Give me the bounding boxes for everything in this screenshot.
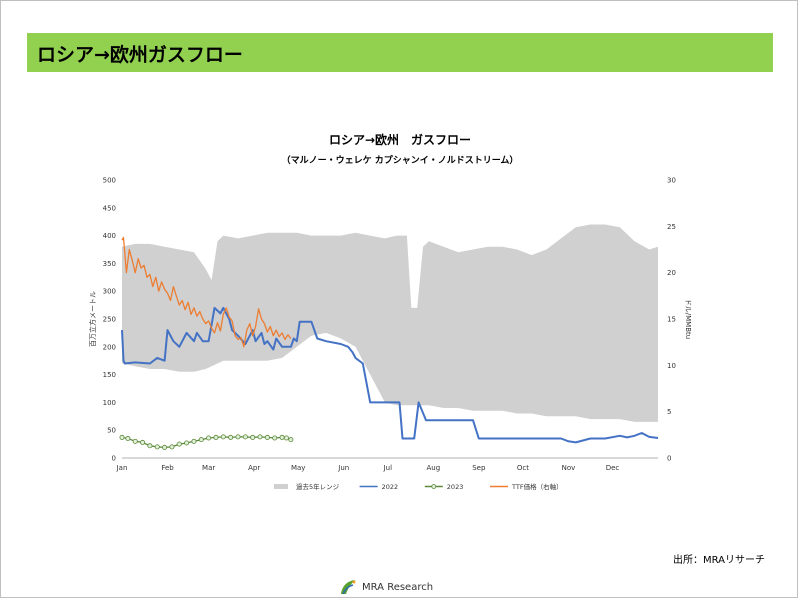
y2-tick-label: 15 [667,316,676,324]
series-point-2023 [213,434,219,440]
source-note: 出所：MRAリサーチ [672,555,765,566]
x-tick-label: Sep [472,464,486,472]
series-point-2023 [169,444,175,450]
series-point-2023 [235,434,241,440]
series-point-2023 [250,434,256,440]
y2-tick-label: 5 [667,408,671,416]
y-tick-label: 250 [103,316,116,324]
x-tick-label: Apr [248,464,260,472]
series-point-2023 [242,434,248,440]
y-tick-label: 50 [107,427,116,435]
chart-subtitle: （マルノー・ウェレケ カプシャンイ・ノルドストリーム） [281,156,519,166]
y2-tick-label: 0 [667,455,671,463]
series-line-TTF価格（右軸） [121,236,292,348]
mra-logo: MRA Research [338,578,433,596]
series-point-2023 [288,437,294,443]
y-tick-label: 100 [103,399,116,407]
y2-tick-label: 20 [667,269,676,277]
y-tick-label: 400 [103,232,116,240]
y2-tick-label: 30 [667,177,676,185]
x-tick-label: Jan [116,464,128,472]
logo-text: MRA Research [362,581,434,593]
legend-label: TTF価格（右軸） [511,482,563,491]
page-title: ロシア→欧州ガスフロー [37,44,243,66]
series-point-2023 [220,434,226,440]
header-bar: ロシア→欧州ガスフロー [27,33,773,72]
x-tick-label: Nov [562,464,576,472]
legend-label: 2023 [447,483,464,491]
y2-tick-label: 10 [667,362,676,370]
series-point-2023 [206,435,212,441]
y-axis-title: 百万立方メートル [88,291,97,347]
series-point-2023 [191,438,197,444]
series-point-2023 [228,434,234,440]
y-tick-label: 500 [103,177,116,185]
mra-leaf-icon [341,580,356,595]
x-tick-label: Mar [202,464,215,472]
y-tick-label: 150 [103,371,116,379]
series-line-2022 [121,306,659,444]
series-point-2023 [184,440,190,446]
legend-marker [431,484,437,489]
series-range-area [122,224,658,422]
series-point-2023 [162,444,168,450]
chart-title: ロシア→欧州 ガスフロー [328,133,472,147]
y-tick-label: 200 [103,343,116,351]
y2-tick-label: 25 [667,223,676,231]
x-tick-label: May [291,464,305,472]
y-tick-label: 0 [112,455,116,463]
series-point-2023 [257,434,263,440]
series-point-2023 [272,435,278,441]
legend-label: 2022 [382,483,399,491]
x-tick-label: Jul [383,464,393,472]
series-point-2023 [154,444,160,450]
x-tick-label: Feb [161,464,174,472]
x-tick-label: Oct [517,464,529,472]
x-tick-label: Jun [337,464,349,472]
y-tick-label: 300 [103,288,116,296]
series-point-2023 [198,437,204,443]
y-tick-label: 350 [103,260,116,268]
x-tick-label: Aug [426,464,440,472]
series-point-2023 [176,441,182,447]
legend-label: 過去5年レンジ [296,482,340,491]
legend-swatch [274,484,288,489]
y2-axis-title: ドル/MMBtu [684,299,692,339]
series-point-2023 [132,438,138,444]
y-tick-label: 450 [103,204,116,212]
series-point-2023 [264,434,270,440]
series-point-2023 [125,436,131,442]
series-point-2023 [279,434,285,440]
series-point-2023 [119,434,125,440]
series-point-2023 [283,435,289,441]
x-tick-label: Dec [606,464,620,472]
series-point-2023 [140,439,146,445]
series-point-2023 [147,443,153,449]
